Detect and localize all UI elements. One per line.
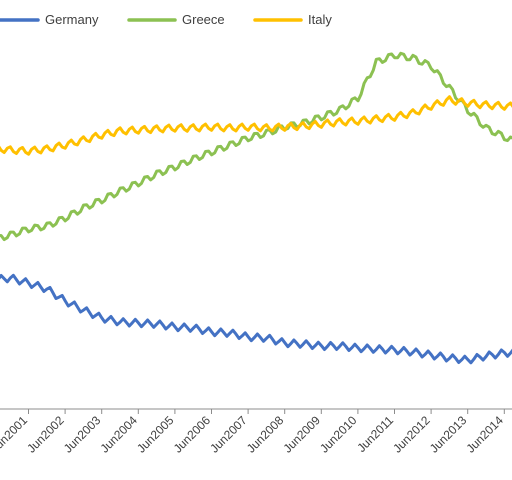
legend: Germany Greece Italy <box>0 12 332 27</box>
x-tick-label: Jun2001 <box>0 413 30 456</box>
legend-label-greece: Greece <box>182 12 225 27</box>
series-line-italy <box>0 95 512 156</box>
x-tick-label: Jun2005 <box>134 413 177 456</box>
legend-label-italy: Italy <box>308 12 332 27</box>
x-tick-label: Jun2011 <box>354 413 396 455</box>
series-line-germany <box>0 273 512 365</box>
x-tick-label: Jun2012 <box>390 413 433 456</box>
x-tick-label: Jun2002 <box>24 413 67 456</box>
x-axis: Jun2001Jun2002Jun2003Jun2004Jun2005Jun20… <box>0 408 512 456</box>
series-line-greece <box>0 51 512 242</box>
x-tick-label: Jun2014 <box>463 413 506 456</box>
series-layer <box>0 51 512 365</box>
x-tick-label: Jun2008 <box>244 413 287 456</box>
x-tick-label: Jun2009 <box>280 413 323 456</box>
x-tick-label: Jun2003 <box>61 413 104 456</box>
x-tick-label: Jun2010 <box>317 413 360 456</box>
x-tick-label: Jun2004 <box>97 413 140 456</box>
x-tick-label: Jun2013 <box>427 413 470 456</box>
x-tick-label: Jun2006 <box>171 413 214 456</box>
legend-label-germany: Germany <box>45 12 99 27</box>
x-tick-label: Jun2007 <box>207 413 250 456</box>
